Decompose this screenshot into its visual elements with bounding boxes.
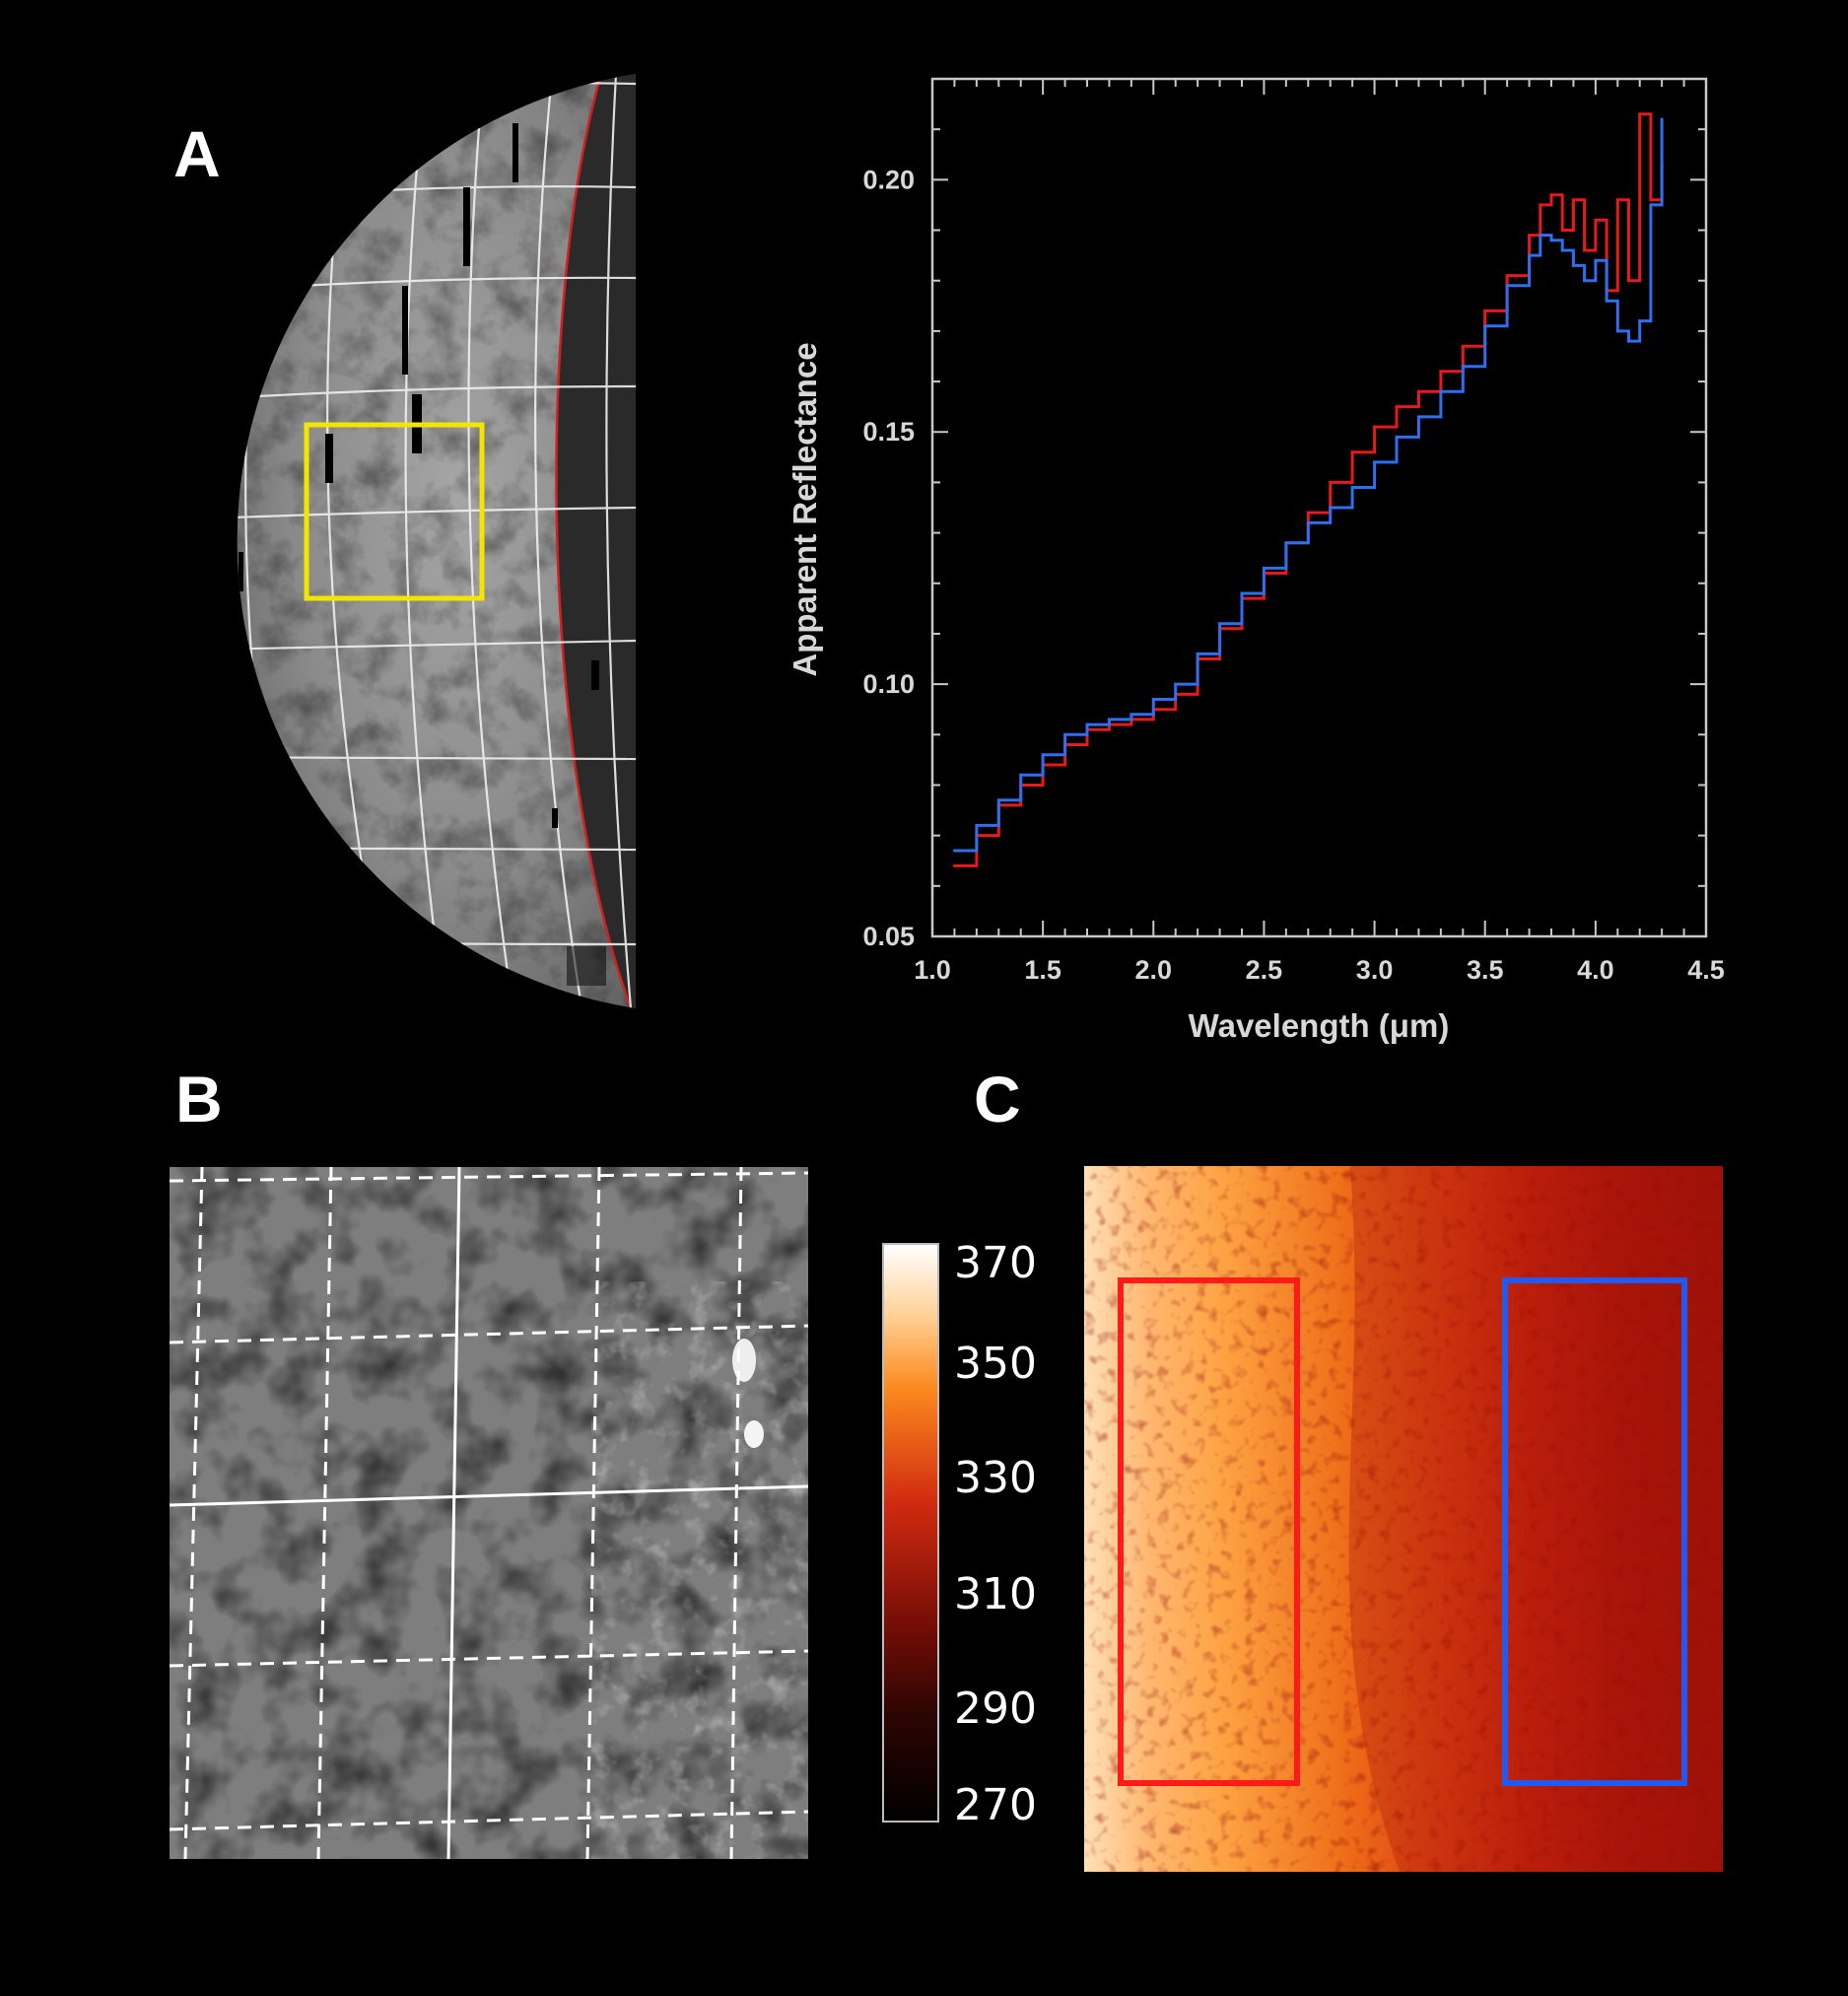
data-point: [1528, 253, 1532, 257]
x-tick-label: 3.5: [1467, 955, 1504, 985]
x-tick-label: 4.5: [1687, 955, 1725, 985]
x-tick-label: 3.0: [1356, 955, 1394, 985]
data-point: [1539, 203, 1542, 207]
data-point: [1461, 365, 1465, 369]
data-point: [1660, 117, 1664, 121]
grid-solid-lines: [169, 1166, 809, 1860]
chart-ticks: 1.0 1.5 2.0 2.5 3.0 3.5 4.0 4.5 0.05 0.10 0.15 0.20: [862, 78, 1725, 985]
colorbar-label: 350: [954, 1339, 1037, 1389]
moon-map: [237, 74, 636, 1008]
data-point: [1461, 344, 1465, 348]
data-point: [1085, 723, 1089, 726]
data-point: [1416, 389, 1420, 393]
data-point: [1107, 718, 1111, 722]
data-point: [1615, 198, 1619, 202]
data-point: [1549, 239, 1553, 242]
x-axis-title: Wavelength (μm): [1189, 1007, 1450, 1044]
data-point: [1571, 263, 1575, 267]
data-point: [1262, 566, 1266, 570]
data-point: [1129, 713, 1133, 717]
data-point: [1395, 405, 1399, 409]
data-point: [1373, 425, 1377, 429]
x-tick-label: 1.5: [1024, 955, 1061, 985]
spectrum-chart: 1.0 1.5 2.0 2.5 3.0 3.5 4.0 4.5 0.05 0.10 0.15 0.20…: [787, 77, 1725, 1044]
colorbar-label: 310: [954, 1569, 1037, 1619]
data-point: [1649, 203, 1653, 207]
data-point: [1196, 652, 1199, 655]
data-point: [1019, 773, 1023, 777]
data-point: [1395, 435, 1399, 439]
data-point: [1615, 329, 1619, 333]
data-point: [1483, 309, 1487, 312]
data-point: [1373, 460, 1377, 464]
x-tick-label: 4.0: [1577, 955, 1614, 985]
temperature-colorbar: 370 350 330 310 290 270: [882, 1238, 1037, 1830]
y-tick-label: 0.05: [862, 922, 915, 951]
data-point: [1063, 732, 1067, 736]
data-point: [1539, 234, 1542, 238]
y-tick-label: 0.15: [862, 417, 915, 447]
plot-frame: [930, 77, 1708, 938]
colorbar-label: 290: [954, 1684, 1037, 1734]
data-point: [1571, 198, 1575, 202]
data-point: [1583, 248, 1587, 252]
data-point: [1627, 279, 1630, 283]
grid-dashed-lines: [169, 1166, 809, 1860]
data-point: [1218, 622, 1222, 626]
data-point: [1649, 198, 1653, 202]
selection-box: [304, 422, 485, 601]
y-tick-label: 0.20: [862, 165, 915, 194]
data-point: [1306, 511, 1310, 515]
data-point: [1306, 520, 1310, 524]
data-point: [1560, 229, 1564, 233]
colorbar-label: 330: [954, 1453, 1037, 1503]
data-point: [1041, 753, 1045, 757]
red-region-box: [1118, 1277, 1300, 1786]
chart-series: [952, 112, 1664, 867]
data-point: [1627, 339, 1630, 343]
data-point: [1350, 450, 1354, 454]
data-point: [1483, 324, 1487, 328]
x-tick-label: 2.0: [1135, 955, 1173, 985]
data-point: [1505, 284, 1509, 288]
panel-label-c: C: [974, 1063, 1021, 1136]
data-point: [1439, 389, 1443, 393]
series-line-2: [954, 118, 1664, 853]
y-tick-label: 0.10: [862, 669, 915, 699]
temperature-map-c: [1084, 1166, 1723, 1872]
data-point: [1350, 486, 1354, 490]
data-point: [1329, 480, 1333, 484]
data-point: [975, 823, 979, 827]
zoom-image-b: [169, 1166, 809, 1860]
data-point: [952, 863, 956, 867]
data-point: [1560, 248, 1564, 252]
blue-region-box: [1502, 1277, 1687, 1786]
x-tick-label: 2.5: [1246, 955, 1283, 985]
data-point: [1329, 506, 1333, 510]
panel-label-b: B: [175, 1063, 223, 1136]
colorbar-label: 370: [954, 1238, 1037, 1288]
data-point: [996, 798, 1000, 802]
y-axis-title: Apparent Reflectance: [787, 342, 823, 676]
data-point: [1605, 299, 1608, 303]
data-point: [1174, 682, 1178, 686]
data-point: [1240, 591, 1244, 595]
series-line-1: [954, 112, 1664, 867]
data-point: [1594, 258, 1598, 262]
panel-label-a: A: [173, 117, 221, 190]
x-tick-label: 1.0: [914, 955, 951, 985]
data-point: [952, 849, 956, 853]
data-point: [1638, 112, 1642, 116]
data-point: [1439, 370, 1443, 374]
data-point: [1151, 697, 1155, 701]
data-point: [1583, 279, 1587, 283]
data-point: [1549, 193, 1553, 197]
colorbar-label: 270: [954, 1780, 1037, 1830]
data-point: [1505, 274, 1509, 278]
data-point: [1594, 218, 1598, 222]
data-point: [1528, 234, 1532, 238]
data-point: [1416, 415, 1420, 419]
data-point: [1638, 319, 1642, 323]
data-point: [1284, 541, 1288, 545]
